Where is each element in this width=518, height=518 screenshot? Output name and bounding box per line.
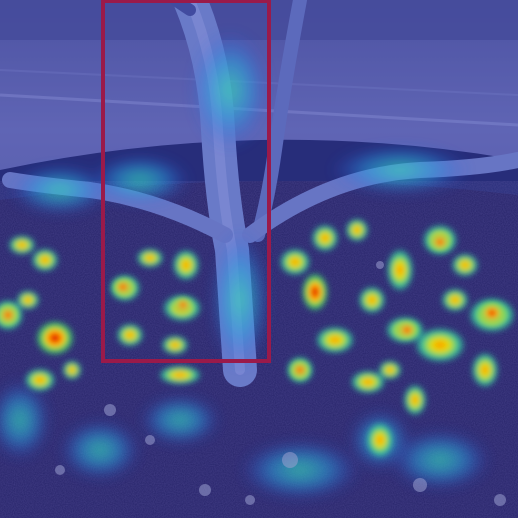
heatmap-cool-layer: [0, 30, 490, 500]
bounding-box: [101, 0, 271, 363]
pebbles: [55, 261, 506, 506]
background-top-band: [0, 0, 518, 40]
side-stem: [251, 0, 307, 242]
heatmap-hot-layer: [0, 233, 506, 379]
